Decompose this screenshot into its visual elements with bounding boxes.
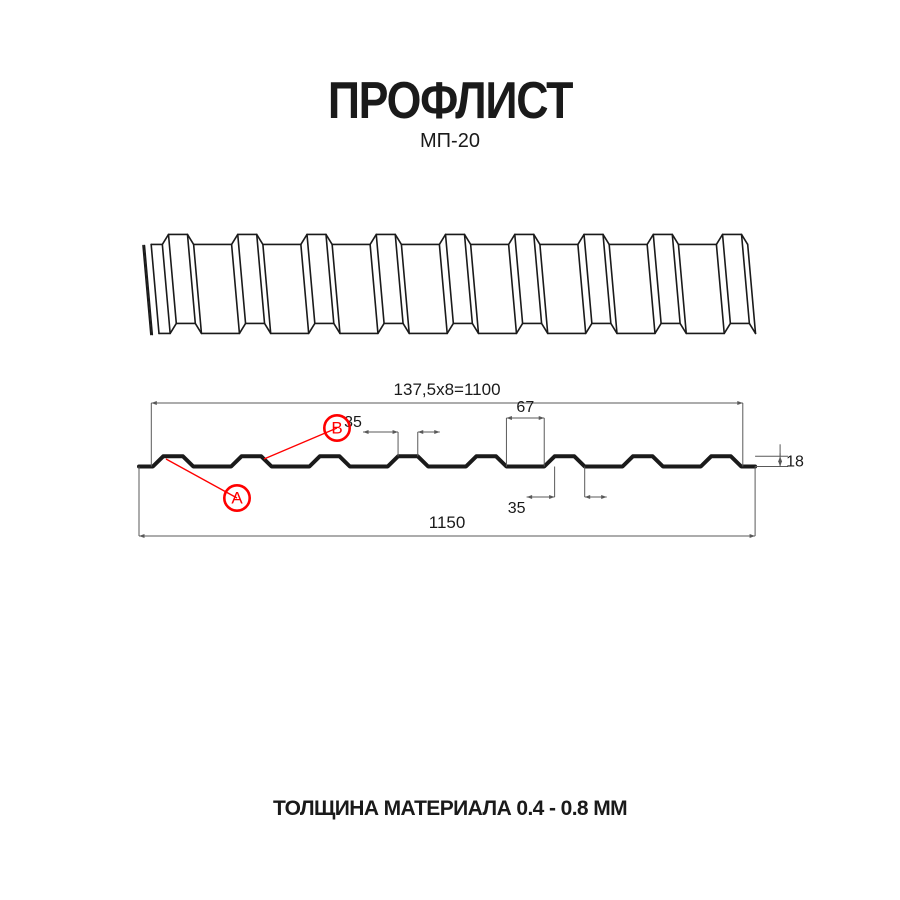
svg-text:A: A bbox=[231, 489, 243, 508]
svg-text:1150: 1150 bbox=[429, 513, 466, 532]
svg-text:35: 35 bbox=[508, 500, 526, 517]
svg-text:18: 18 bbox=[786, 453, 804, 470]
svg-text:67: 67 bbox=[516, 399, 534, 416]
svg-text:137,5x8=1100: 137,5x8=1100 bbox=[394, 380, 501, 399]
svg-text:B: B bbox=[331, 419, 342, 438]
svg-text:35: 35 bbox=[344, 414, 362, 431]
